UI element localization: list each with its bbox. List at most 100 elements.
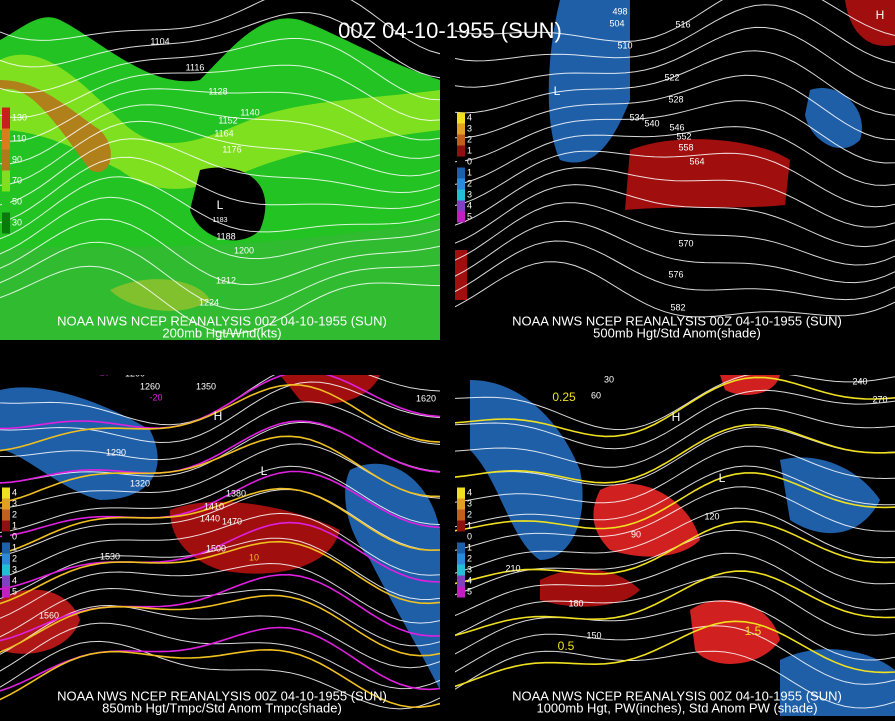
contour-line <box>0 138 440 206</box>
contour-line <box>0 420 440 484</box>
legend-swatch <box>2 191 10 213</box>
contour-line <box>0 381 440 444</box>
legend-swatch <box>457 542 465 554</box>
contour-line <box>455 220 895 284</box>
contour-label: 1320 <box>130 478 150 488</box>
contour-line <box>0 470 440 538</box>
legend-swatch <box>2 542 10 554</box>
shade <box>845 0 895 46</box>
high-marker: H <box>876 8 885 22</box>
contour-line <box>0 401 440 461</box>
contour-line <box>0 594 440 657</box>
contour-label: 582 <box>670 302 685 312</box>
legend-swatch <box>2 575 10 587</box>
legend-swatch <box>457 575 465 587</box>
legend-swatch <box>2 553 10 565</box>
contour-label: 558 <box>678 142 693 152</box>
panel-caption: 500mb Hgt/Std Anom(shade) <box>593 325 761 340</box>
legend-label: 2 <box>467 509 472 519</box>
contour-label: 540 <box>644 118 659 128</box>
legend-swatch <box>457 211 465 223</box>
legend-label: 2 <box>12 553 17 563</box>
contour-line <box>455 407 895 468</box>
contour-label: 1530 <box>100 551 120 561</box>
contour-label: 60 <box>591 390 601 400</box>
legend-label: 5 <box>467 211 472 221</box>
contour-line <box>455 625 895 685</box>
low-marker: L <box>719 471 726 485</box>
contour-line <box>455 167 895 228</box>
legend-label: 1 <box>12 520 17 530</box>
contour-line <box>455 376 895 438</box>
contour-line <box>0 11 440 79</box>
contour-label: 210 <box>505 563 520 573</box>
legend-swatch <box>457 123 465 135</box>
contour-label: 30 <box>604 374 614 384</box>
contour-line <box>455 552 895 617</box>
low-marker: L <box>261 464 268 478</box>
contour-label: 1290 <box>106 447 126 457</box>
contour-label: 1164 <box>214 128 233 138</box>
legend-label: 2 <box>467 134 472 144</box>
contour-line <box>0 622 440 690</box>
contour-label: 504 <box>609 18 624 28</box>
contour-line <box>0 640 440 710</box>
shade <box>625 139 790 210</box>
contour-label: 1560 <box>39 610 59 620</box>
contour-label: 1152 <box>218 115 237 125</box>
legend-swatch <box>2 564 10 576</box>
shade <box>455 250 467 300</box>
contour-label: 1200 <box>125 368 145 378</box>
legend-label: 1 <box>467 145 472 155</box>
low-marker: L <box>217 198 224 212</box>
panel-1000mb: 30 60 90 120 150 180 210 240 270 0.25 0.… <box>455 374 895 716</box>
contour-label: 1500 <box>206 543 226 553</box>
legend-swatch <box>2 531 10 543</box>
contour-line <box>455 126 895 186</box>
legend-label: 2 <box>467 553 472 563</box>
contour-label: 1183 <box>212 217 227 224</box>
contour-line <box>0 562 440 624</box>
legend-label: 3 <box>467 189 472 199</box>
contour-line <box>455 570 895 637</box>
legend-swatch <box>2 487 10 499</box>
legend-label: 3 <box>12 564 17 574</box>
contour-line <box>0 375 440 430</box>
legend-swatch <box>457 487 465 499</box>
legend-swatch <box>457 156 465 168</box>
panel-source: NOAA NWS NCEP REANALYSIS 00Z 04-10-1955 … <box>512 313 842 328</box>
legend-swatch <box>457 520 465 532</box>
legend-label: 90 <box>12 154 22 164</box>
contour-line <box>0 648 440 709</box>
legend-label: 2 <box>12 509 17 519</box>
contour-line <box>455 389 895 450</box>
legend-swatch <box>457 564 465 576</box>
legend-swatch <box>457 498 465 510</box>
contour-line <box>455 486 895 551</box>
legend-swatch <box>2 520 10 532</box>
contour-line <box>455 202 895 266</box>
contour-line <box>455 261 895 318</box>
contour-label: 180 <box>568 598 583 608</box>
contour-line <box>0 38 440 101</box>
legend-swatch <box>2 586 10 598</box>
legend-label: 50 <box>12 196 22 206</box>
contour-label: 1380 <box>226 488 246 498</box>
contour-line <box>455 423 895 484</box>
contour-line <box>0 196 440 260</box>
panel-caption: 1000mb Hgt, PW(inches), Std Anom PW (sha… <box>536 700 817 715</box>
pw-label: 1.5 <box>745 624 762 638</box>
legend-swatch <box>457 586 465 598</box>
legend-label: 0 <box>467 531 472 541</box>
contour-label: 240 <box>852 376 867 386</box>
legend-label: 0 <box>467 156 472 166</box>
legend-label: 110 <box>12 133 26 143</box>
contour-line <box>0 64 440 122</box>
contour-line <box>455 0 895 43</box>
contour-line <box>455 445 895 504</box>
contour-label: 270 <box>872 394 887 404</box>
legend-swatch <box>2 128 10 150</box>
panel-850mb: 1200 1260 1290 1320 1350 1380 1410 1440 … <box>0 368 440 716</box>
legend-label: 4 <box>467 575 472 585</box>
